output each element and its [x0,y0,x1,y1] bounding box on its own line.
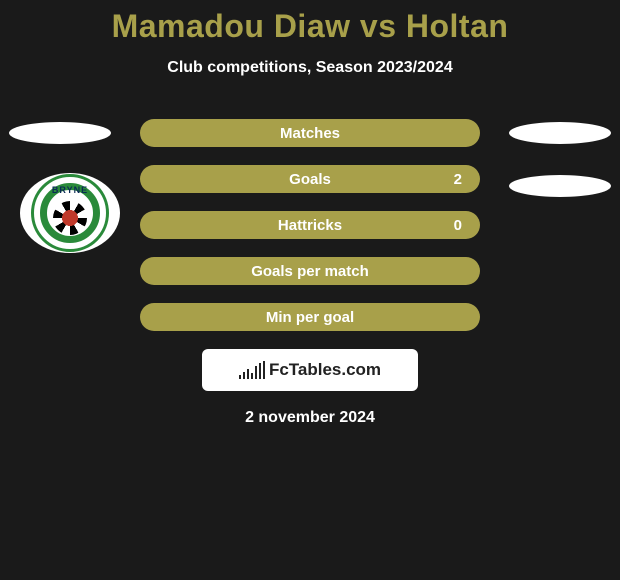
club-logo-text: BRYNE [52,185,88,195]
comparison-card: Mamadou Diaw vs Holtan Club competitions… [0,0,620,580]
bar-chart-icon [239,361,265,379]
stat-label: Min per goal [266,309,354,326]
club-logo-icon: BRYNE [31,174,109,252]
date-text: 2 november 2024 [0,409,620,427]
stat-bar-min-per-goal: Min per goal [140,303,480,331]
stat-label: Goals per match [251,263,369,280]
stat-label: Matches [280,125,340,142]
stat-value-right: 0 [454,217,462,234]
player-right-oval-2-icon [509,175,611,197]
stat-bar-goals: Goals 2 [140,165,480,193]
subtitle: Club competitions, Season 2023/2024 [0,59,620,77]
stat-value-right: 2 [454,171,462,188]
stat-bar-hattricks: Hattricks 0 [140,211,480,239]
stat-bar-matches: Matches [140,119,480,147]
stat-label: Hattricks [278,217,342,234]
stats-area: BRYNE Matches Goals 2 Hattricks 0 Goals … [0,119,620,427]
stat-label: Goals [289,171,331,188]
player-right-oval-1-icon [509,122,611,144]
stat-bar-goals-per-match: Goals per match [140,257,480,285]
player-left-oval-icon [9,122,111,144]
player-left-club-badge: BRYNE [20,173,120,253]
attribution-text: FcTables.com [269,360,381,380]
attribution-badge: FcTables.com [202,349,418,391]
club-logo-ball-icon [53,201,87,235]
page-title: Mamadou Diaw vs Holtan [0,8,620,45]
